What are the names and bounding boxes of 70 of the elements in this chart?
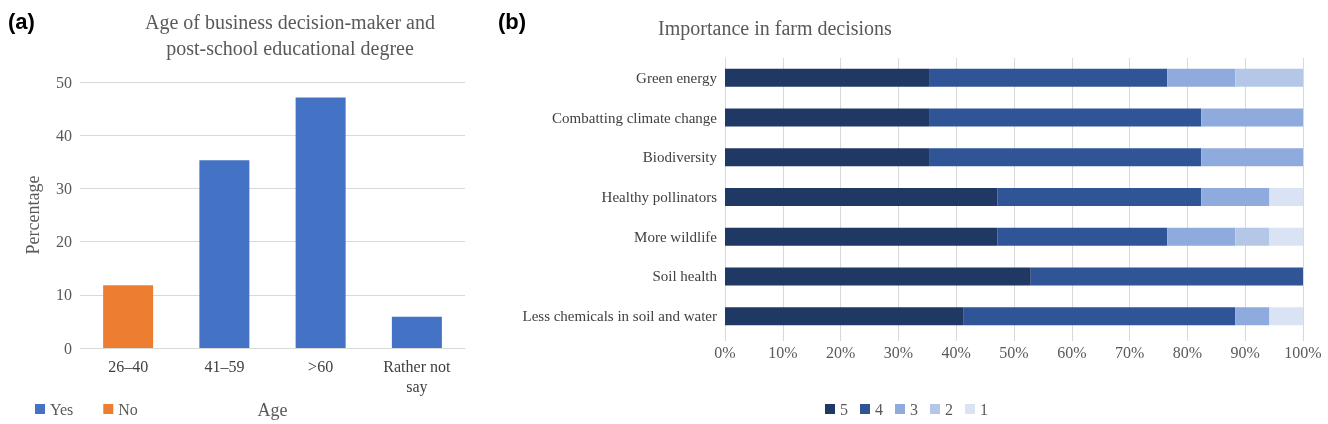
y-tick-label: Combatting climate change xyxy=(552,109,718,126)
bar xyxy=(725,267,1031,286)
x-tick-label: 30% xyxy=(883,343,914,361)
y-tick-label: Biodiversity xyxy=(642,149,718,166)
y-tick-label: More wildlife xyxy=(634,228,718,245)
bar xyxy=(929,68,1168,87)
x-tick-label: 26–40 xyxy=(108,357,149,375)
chart-title: Importance in farm decisions xyxy=(658,17,893,40)
chart-title: Age of business decision-maker and post-school educational degree xyxy=(145,11,435,60)
y-tick-label: 10 xyxy=(56,286,72,304)
bar xyxy=(103,285,154,349)
text: (a) xyxy=(8,8,35,34)
bar xyxy=(1167,227,1236,246)
y-axis-title: Percentage xyxy=(23,175,43,255)
bar xyxy=(725,307,964,326)
x-tick-label: 41–59 xyxy=(204,357,245,375)
x-tick-label: 70% xyxy=(1114,343,1145,361)
bar xyxy=(1269,307,1303,326)
x-axis-title: Age xyxy=(257,400,288,420)
bar xyxy=(725,188,998,206)
y-tick-label: 30 xyxy=(56,179,72,197)
bar xyxy=(1269,188,1303,206)
bar xyxy=(997,188,1202,206)
text: (b) xyxy=(498,8,527,34)
bar xyxy=(1269,227,1303,246)
x-tick-label: 100% xyxy=(1284,343,1322,361)
y-tick-label: Soil health xyxy=(652,268,718,285)
bar xyxy=(929,108,1202,127)
x-tick-label: 60% xyxy=(1057,343,1087,361)
bar xyxy=(725,148,930,167)
y-tick-label: Less chemicals in soil and water xyxy=(522,308,717,325)
bar xyxy=(199,160,250,349)
bar xyxy=(1235,68,1303,87)
x-tick-label: 40% xyxy=(941,343,971,361)
legend-label: 4 xyxy=(875,400,883,418)
bar xyxy=(295,97,346,349)
bar xyxy=(963,307,1236,326)
bar xyxy=(1201,148,1303,167)
y-tick-label: Healthy pollinators xyxy=(601,189,718,205)
legend-label: 1 xyxy=(980,400,988,418)
bar xyxy=(725,68,930,87)
legend-label: 5 xyxy=(840,400,848,418)
y-tick-label: Green energy xyxy=(636,69,718,86)
y-tick-label: 50 xyxy=(56,73,72,91)
x-tick-label: 10% xyxy=(768,343,798,361)
x-tick-label: 80% xyxy=(1172,343,1203,361)
legend-label: 2 xyxy=(945,400,953,418)
y-tick-label: 40 xyxy=(56,126,72,144)
x-tick-label: 20% xyxy=(825,343,856,361)
x-tick-label: 90% xyxy=(1230,343,1260,361)
y-tick-label: 20 xyxy=(56,233,72,251)
bar xyxy=(725,108,930,127)
bar xyxy=(725,227,998,246)
bar xyxy=(1167,68,1236,87)
bar xyxy=(1030,267,1303,286)
x-tick-label: 50% xyxy=(999,343,1029,361)
bar xyxy=(1235,227,1270,246)
bar xyxy=(1201,108,1303,127)
y-tick-label: 0 xyxy=(64,339,72,357)
x-tick-label: Rather not say xyxy=(383,357,451,396)
bar xyxy=(1235,307,1270,326)
bar xyxy=(997,227,1168,246)
x-tick-label: 0% xyxy=(714,343,736,361)
bar xyxy=(391,316,442,349)
x-tick-label: >60 xyxy=(308,357,334,375)
bar xyxy=(1201,188,1270,206)
bar xyxy=(929,148,1202,167)
legend-label: 3 xyxy=(910,400,918,418)
legend-label: Yes xyxy=(50,400,74,418)
legend-label: No xyxy=(118,400,138,418)
